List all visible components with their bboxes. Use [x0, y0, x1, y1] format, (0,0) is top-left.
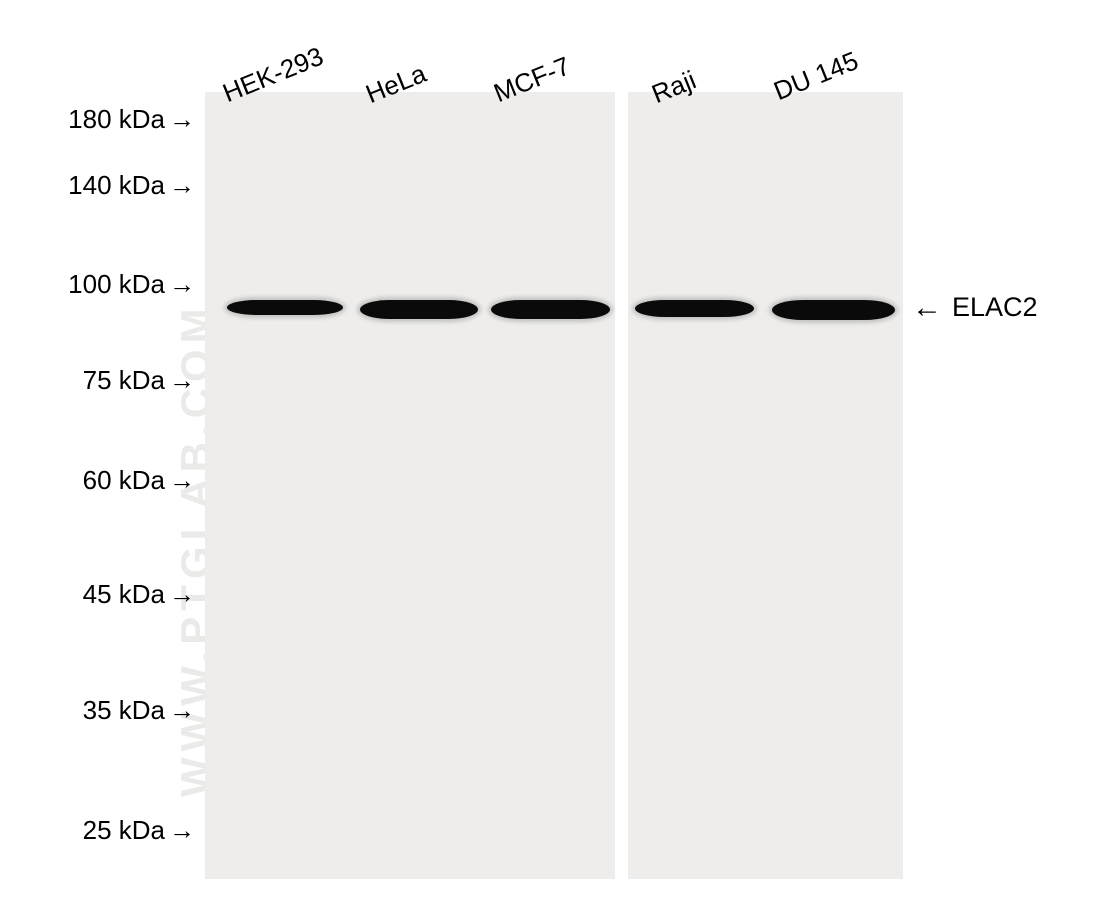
arrow-left-icon: ← — [912, 293, 942, 323]
mw-marker: 180 kDa→ — [0, 104, 195, 135]
mw-markers-container: 180 kDa→ 140 kDa→ 100 kDa→ 75 kDa→ 60 kD… — [0, 0, 200, 903]
marker-arrow-icon: → — [169, 695, 195, 726]
band-raji — [635, 300, 754, 317]
band-mcf7 — [491, 300, 610, 319]
marker-arrow-icon: → — [169, 170, 195, 201]
blot-panel-left — [205, 92, 615, 879]
band-hek293 — [227, 300, 343, 315]
mw-marker-label: 100 kDa — [68, 269, 165, 299]
lane-label: DU 145 — [769, 45, 862, 107]
mw-marker: 45 kDa→ — [0, 579, 195, 610]
mw-marker-label: 140 kDa — [68, 170, 165, 200]
mw-marker-label: 75 kDa — [83, 365, 165, 395]
mw-marker-label: 25 kDa — [83, 815, 165, 845]
mw-marker-label: 45 kDa — [83, 579, 165, 609]
marker-arrow-icon: → — [169, 465, 195, 496]
band-du145 — [772, 300, 895, 320]
mw-marker: 75 kDa→ — [0, 365, 195, 396]
western-blot-figure: WWW.PTGLAB.COM HEK-293 HeLa MCF-7 Raji D… — [0, 0, 1100, 903]
target-annotation: ← ELAC2 — [912, 292, 1038, 323]
target-label: ELAC2 — [952, 292, 1038, 323]
mw-marker: 60 kDa→ — [0, 465, 195, 496]
marker-arrow-icon: → — [169, 815, 195, 846]
band-hela — [360, 300, 478, 319]
mw-marker-label: 180 kDa — [68, 104, 165, 134]
marker-arrow-icon: → — [169, 579, 195, 610]
marker-arrow-icon: → — [169, 104, 195, 135]
mw-marker-label: 35 kDa — [83, 695, 165, 725]
marker-arrow-icon: → — [169, 269, 195, 300]
mw-marker: 140 kDa→ — [0, 170, 195, 201]
blot-panel-right — [628, 92, 903, 879]
marker-arrow-icon: → — [169, 365, 195, 396]
mw-marker: 35 kDa→ — [0, 695, 195, 726]
mw-marker-label: 60 kDa — [83, 465, 165, 495]
mw-marker: 25 kDa→ — [0, 815, 195, 846]
mw-marker: 100 kDa→ — [0, 269, 195, 300]
